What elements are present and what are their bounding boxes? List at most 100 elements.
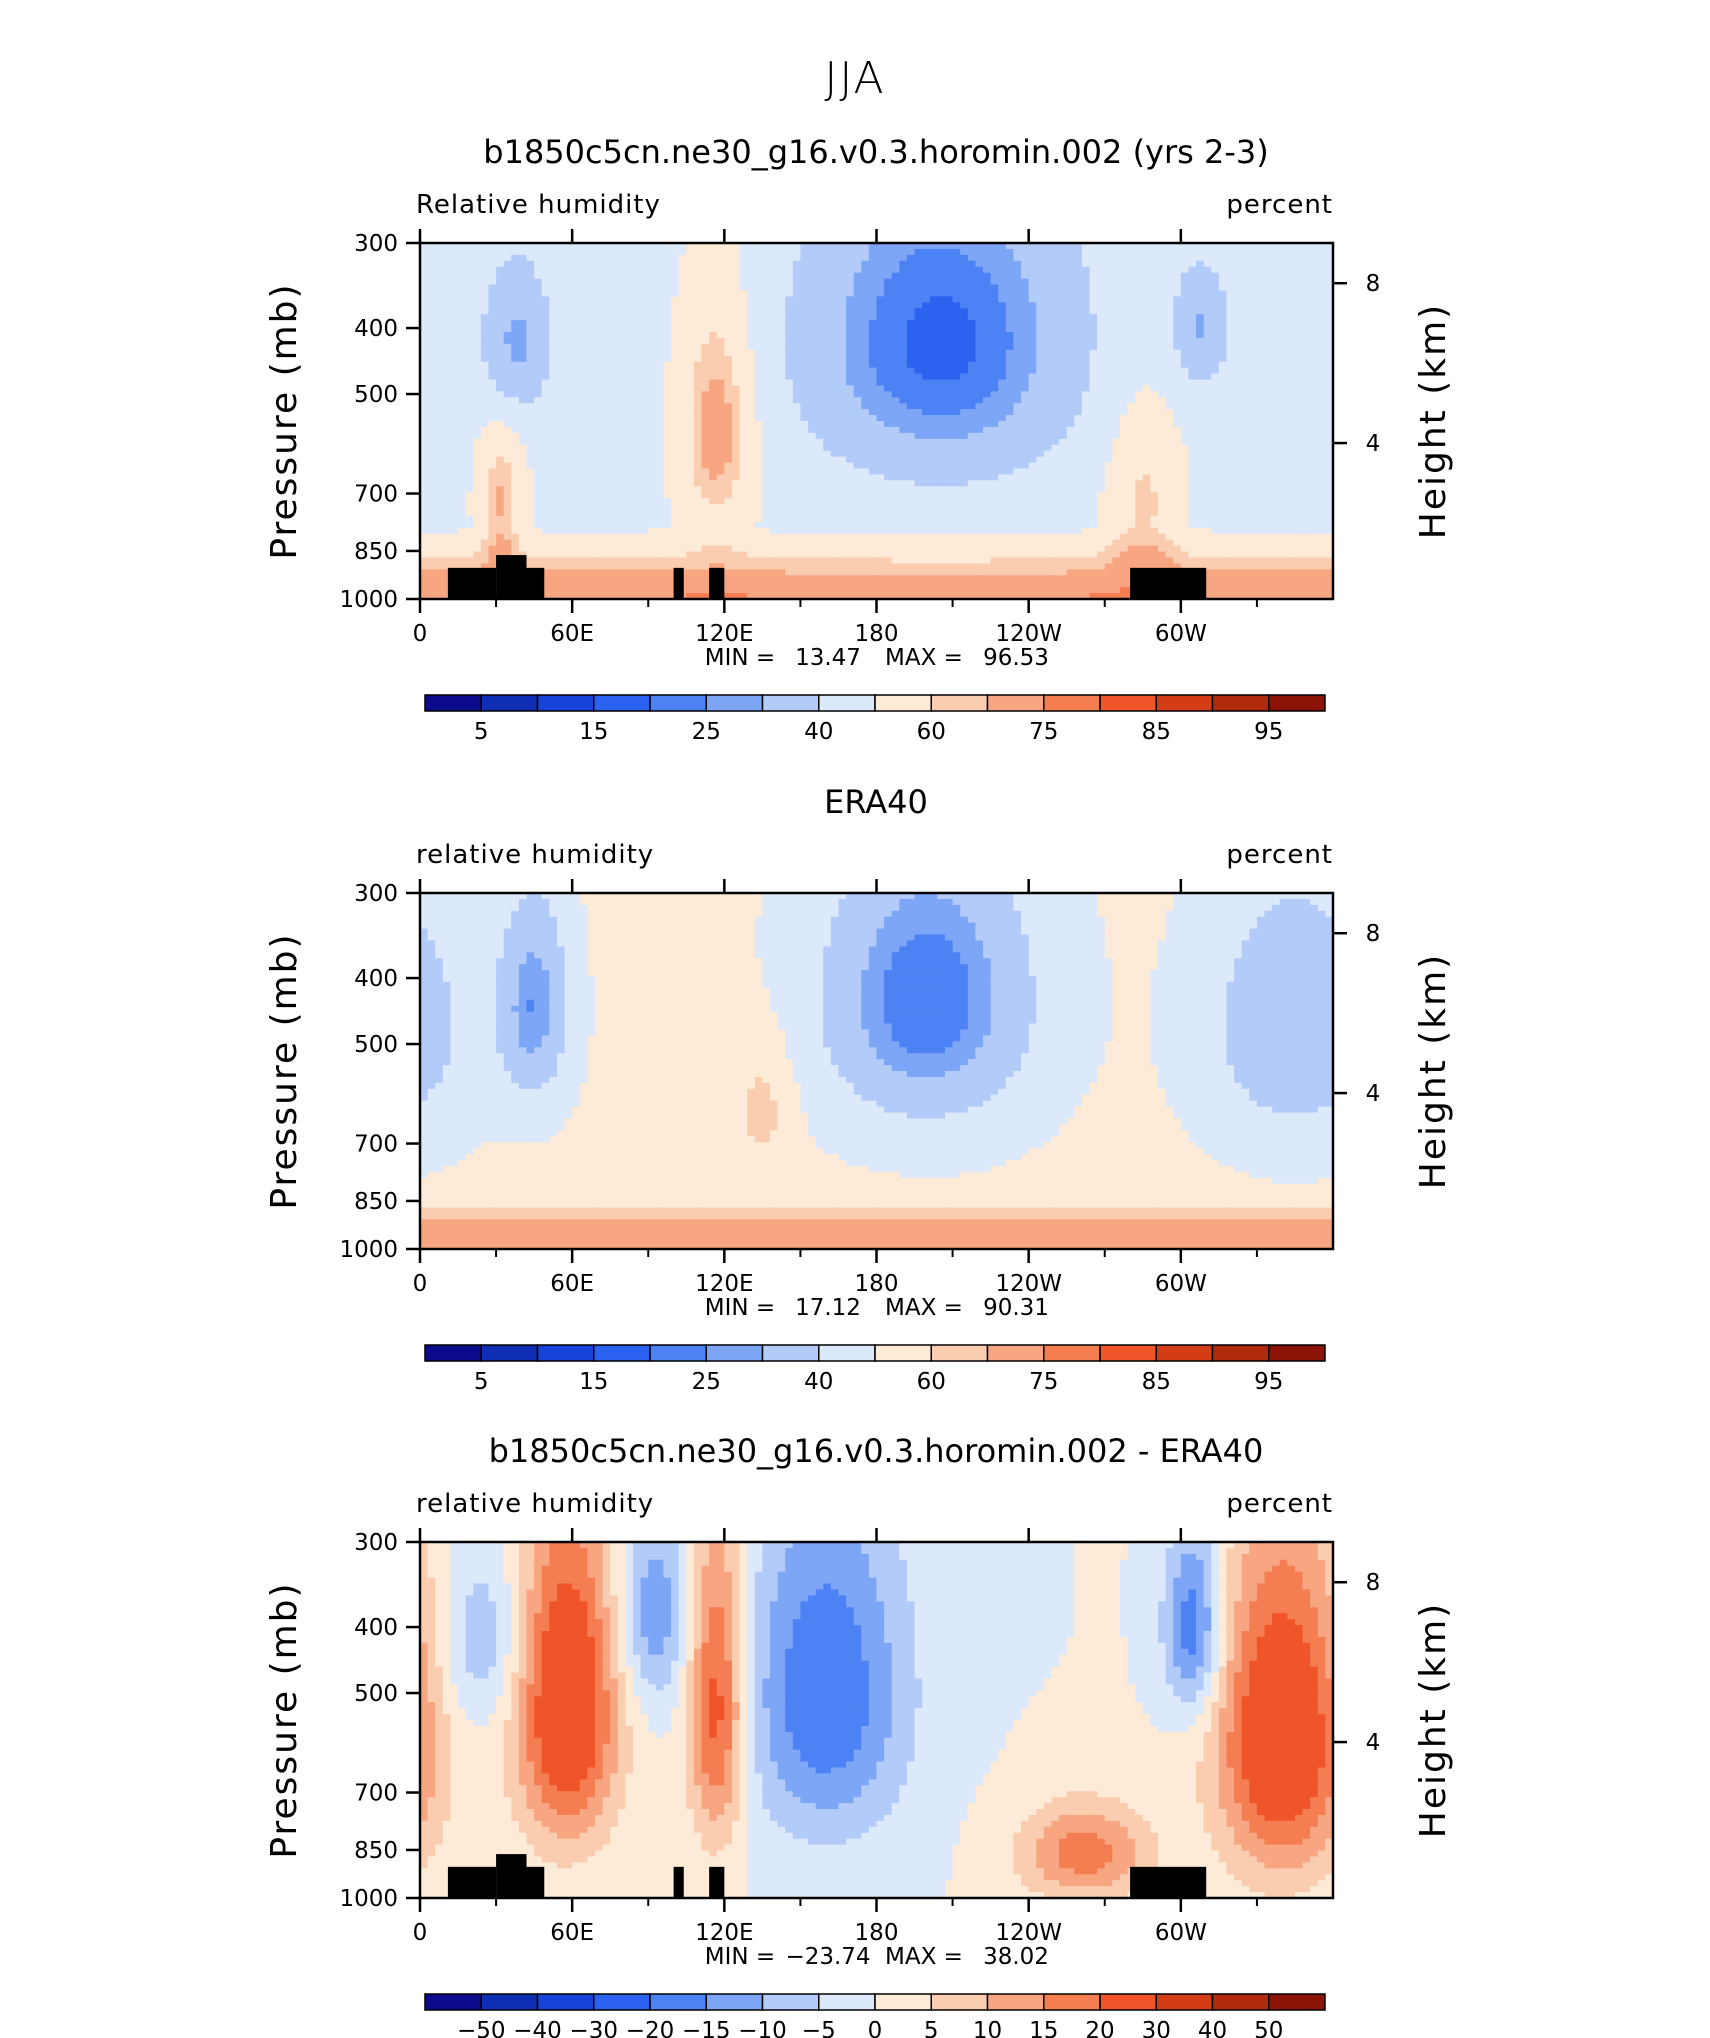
contour-cell (838, 587, 847, 594)
contour-cell (435, 302, 444, 309)
contour-cell (480, 551, 490, 559)
contour-cell (914, 444, 923, 452)
contour-cell (846, 551, 855, 559)
contour-cell (625, 432, 634, 440)
contour-cell (678, 385, 687, 392)
contour-cell (899, 551, 908, 559)
contour-cell (450, 551, 459, 559)
contour-cell (572, 296, 581, 303)
contour-cell (808, 409, 817, 416)
contour-cell (503, 486, 512, 493)
contour-cell (594, 361, 604, 369)
contour-cell (777, 409, 786, 416)
contour-cell (427, 302, 436, 309)
contour-cell (617, 361, 627, 369)
contour-cell (762, 343, 771, 351)
contour-cell (823, 563, 832, 570)
contour-cell (1005, 557, 1015, 564)
contour-cell (830, 266, 840, 274)
contour-cell (884, 587, 893, 594)
contour-cell (899, 545, 908, 553)
contour-cell (617, 438, 627, 446)
contour-cell (891, 302, 900, 309)
contour-cell (731, 326, 741, 333)
contour-cell (420, 314, 429, 321)
contour-cell (488, 545, 497, 553)
contour-cell (731, 332, 741, 339)
contour-cell (541, 349, 550, 357)
contour-cell (671, 557, 680, 564)
contour-cell (861, 581, 870, 588)
contour-cell (808, 391, 817, 398)
contour-cell (648, 593, 657, 599)
contour-cell (458, 332, 467, 339)
contour-cell (739, 243, 748, 250)
contour-cell (602, 403, 611, 410)
contour-cell (754, 421, 763, 428)
contour-cell (427, 397, 436, 404)
contour-cell (975, 361, 984, 369)
contour-cell (556, 296, 566, 303)
contour-cell (853, 248, 862, 256)
contour-cell (998, 278, 1007, 286)
contour-cell (823, 308, 832, 315)
contour-cell (518, 403, 528, 410)
contour-cell (922, 308, 931, 315)
contour-cell (853, 551, 862, 559)
contour-cell (777, 581, 786, 588)
contour-cell (876, 498, 885, 505)
contour-cell (610, 248, 619, 256)
contour-cell (640, 320, 649, 327)
contour-cell (876, 551, 885, 559)
contour-cell (800, 415, 809, 422)
contour-cell (868, 575, 878, 582)
contour-cell (480, 266, 490, 274)
contour-cell (663, 539, 672, 547)
contour-cell (709, 379, 718, 386)
contour-cell (640, 409, 649, 416)
contour-cell (602, 515, 611, 523)
contour-cell (709, 355, 718, 363)
contour-cell (655, 326, 665, 333)
contour-cell (518, 450, 528, 458)
contour-cell (1013, 515, 1022, 523)
contour-cell (739, 361, 748, 369)
contour-cell (1043, 474, 1053, 481)
contour-cell (610, 337, 619, 345)
contour-cell (442, 308, 452, 315)
contour-cell (731, 415, 741, 422)
contour-cell (473, 409, 482, 416)
contour-cell (640, 486, 649, 493)
contour-cell (526, 361, 535, 369)
contour-cell (914, 337, 923, 345)
contour-cell (967, 593, 977, 599)
contour-cell (534, 498, 543, 505)
contour-cell (777, 575, 786, 582)
contour-cell (648, 290, 657, 297)
contour-cell (861, 373, 870, 381)
contour-cell (1005, 379, 1015, 386)
contour-cell (480, 492, 490, 499)
contour-cell (465, 480, 474, 487)
contour-cell (754, 385, 763, 392)
contour-cell (610, 569, 619, 576)
contour-cell (823, 432, 832, 440)
contour-cell (944, 308, 954, 315)
contour-cell (541, 254, 550, 262)
contour-cell (861, 320, 870, 327)
contour-cell (587, 521, 596, 529)
contour-cell (663, 385, 672, 392)
contour-cell (762, 385, 771, 392)
contour-cell (473, 272, 482, 280)
contour-cell (556, 563, 566, 570)
contour-cell (785, 284, 794, 292)
contour-cell (663, 260, 672, 268)
contour-cell (420, 409, 429, 416)
contour-cell (906, 486, 916, 493)
contour-cell (534, 462, 543, 470)
contour-cell (929, 486, 938, 493)
contour-cell (671, 243, 680, 250)
contour-cell (1021, 421, 1030, 428)
contour-cell (937, 504, 946, 511)
contour-cell (473, 361, 482, 369)
